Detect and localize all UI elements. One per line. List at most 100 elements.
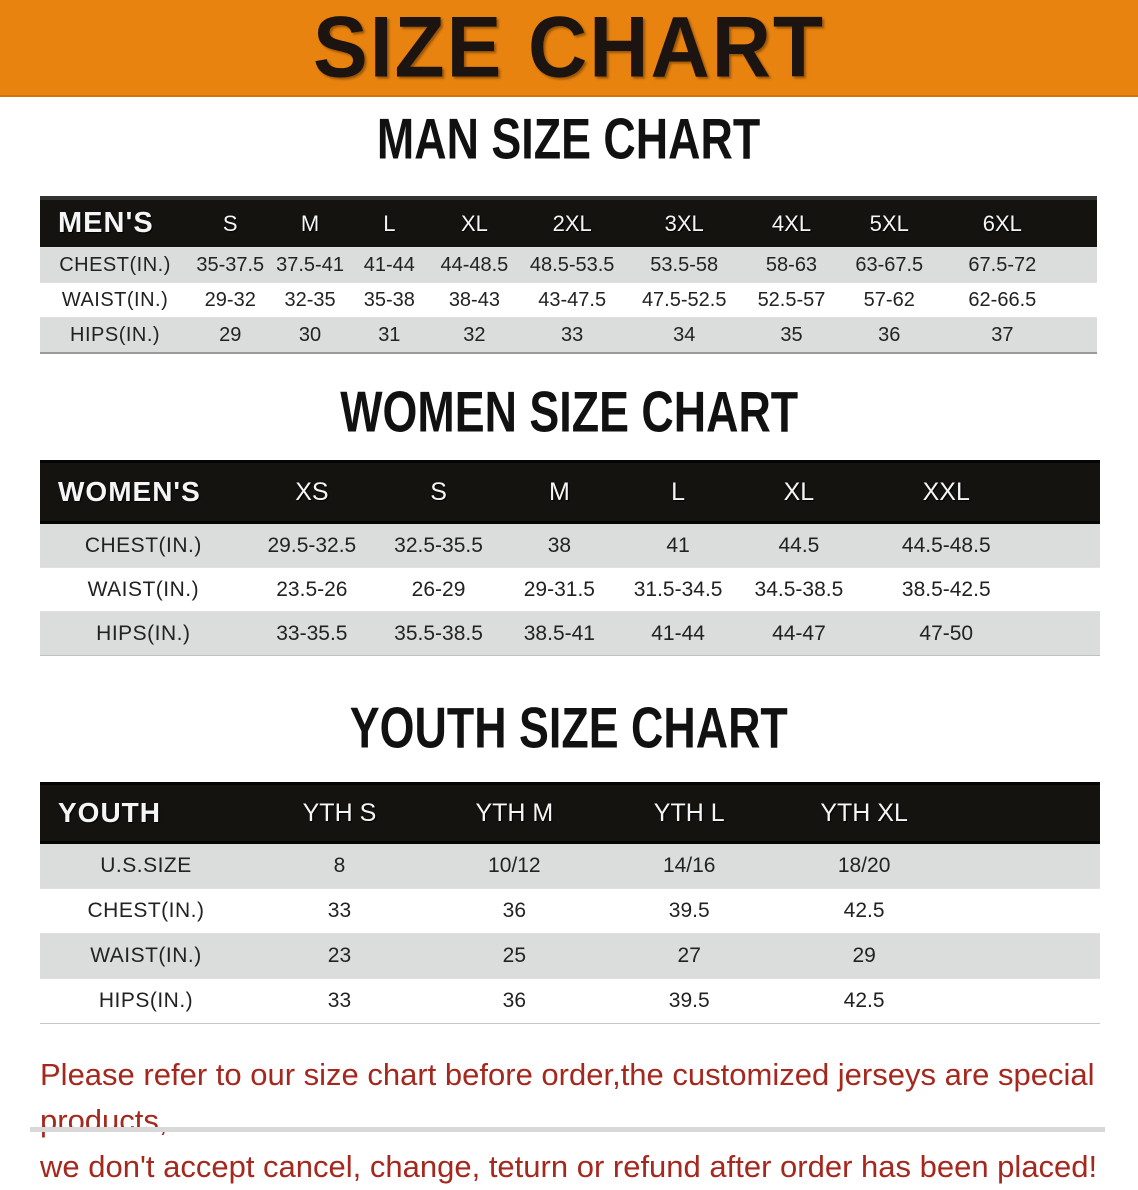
youth-table-label: YOUTH bbox=[40, 783, 252, 843]
measurement-cell: 57-62 bbox=[839, 282, 940, 318]
measurement-cell: 37.5-41 bbox=[270, 247, 350, 283]
men-size-header: L bbox=[349, 198, 429, 248]
youth-ussize-row: U.S.SIZE 8 10/12 14/16 18/20 bbox=[40, 842, 1100, 889]
measurement-cell: 43-47.5 bbox=[519, 282, 625, 318]
order-notice: Please refer to our size chart before or… bbox=[40, 1052, 1108, 1190]
spacer-cell bbox=[951, 933, 1100, 979]
youth-header-row: YOUTH YTH S YTH M YTH L YTH XL bbox=[40, 783, 1100, 843]
measurement-cell: 35-38 bbox=[349, 282, 429, 318]
measurement-cell: 8 bbox=[252, 842, 427, 889]
men-size-header: 6XL bbox=[939, 198, 1066, 248]
women-header-spacer bbox=[1032, 461, 1100, 523]
spacer-cell bbox=[1065, 282, 1097, 318]
measurement-cell: 38.5-41 bbox=[500, 611, 619, 656]
men-section-heading-text: MAN SIZE CHART bbox=[377, 106, 761, 171]
youth-section-heading: YOUTH SIZE CHART bbox=[0, 695, 1138, 760]
spacer-cell bbox=[1065, 317, 1097, 354]
women-size-header: XXL bbox=[860, 461, 1033, 523]
measurement-cell: 38 bbox=[500, 522, 619, 568]
measurement-cell: 36 bbox=[426, 888, 602, 934]
youth-waist-row: WAIST(IN.) 23 25 27 29 bbox=[40, 933, 1100, 979]
youth-header-spacer bbox=[951, 783, 1100, 843]
women-size-header: L bbox=[618, 461, 738, 523]
row-label: CHEST(IN.) bbox=[40, 888, 252, 934]
measurement-cell: 32 bbox=[428, 317, 520, 354]
men-size-header: S bbox=[190, 198, 271, 248]
spacer-cell bbox=[951, 888, 1100, 934]
men-size-header: 4XL bbox=[743, 198, 840, 248]
measurement-cell: 34.5-38.5 bbox=[737, 567, 861, 612]
women-chest-row: CHEST(IN.) 29.5-32.5 32.5-35.5 38 41 44.… bbox=[40, 522, 1100, 568]
row-label: CHEST(IN.) bbox=[40, 247, 191, 283]
measurement-cell: 53.5-58 bbox=[624, 247, 744, 283]
measurement-cell: 33 bbox=[519, 317, 625, 354]
measurement-cell: 41-44 bbox=[349, 247, 429, 283]
youth-size-table: YOUTH YTH S YTH M YTH L YTH XL U.S.SIZE … bbox=[40, 782, 1100, 1024]
row-label: WAIST(IN.) bbox=[40, 282, 191, 318]
youth-size-header: YTH S bbox=[252, 783, 427, 843]
youth-size-header: YTH XL bbox=[776, 783, 952, 843]
youth-hips-row: HIPS(IN.) 33 36 39.5 42.5 bbox=[40, 978, 1100, 1024]
men-size-header: M bbox=[270, 198, 350, 248]
measurement-cell: 33 bbox=[252, 978, 427, 1024]
row-label: HIPS(IN.) bbox=[40, 978, 252, 1024]
men-chest-row: CHEST(IN.) 35-37.5 37.5-41 41-44 44-48.5… bbox=[40, 247, 1097, 283]
women-size-header: M bbox=[500, 461, 619, 523]
men-size-header: 5XL bbox=[839, 198, 940, 248]
measurement-cell: 41 bbox=[618, 522, 738, 568]
measurement-cell: 58-63 bbox=[743, 247, 840, 283]
measurement-cell: 48.5-53.5 bbox=[519, 247, 625, 283]
women-size-header: XL bbox=[737, 461, 861, 523]
women-hips-row: HIPS(IN.) 33-35.5 35.5-38.5 38.5-41 41-4… bbox=[40, 611, 1100, 656]
measurement-cell: 25 bbox=[426, 933, 602, 979]
measurement-cell: 30 bbox=[270, 317, 350, 354]
women-waist-row: WAIST(IN.) 23.5-26 26-29 29-31.5 31.5-34… bbox=[40, 567, 1100, 612]
spacer-cell bbox=[1032, 522, 1100, 568]
measurement-cell: 34 bbox=[624, 317, 744, 354]
measurement-cell: 38.5-42.5 bbox=[860, 567, 1033, 612]
measurement-cell: 32.5-35.5 bbox=[377, 522, 501, 568]
spacer-cell bbox=[1032, 567, 1100, 612]
measurement-cell: 35-37.5 bbox=[190, 247, 271, 283]
men-size-header: XL bbox=[428, 198, 520, 248]
size-chart-banner: SIZE CHART bbox=[0, 0, 1138, 97]
measurement-cell: 38-43 bbox=[428, 282, 520, 318]
measurement-cell: 52.5-57 bbox=[743, 282, 840, 318]
measurement-cell: 36 bbox=[426, 978, 602, 1024]
measurement-cell: 62-66.5 bbox=[939, 282, 1066, 318]
measurement-cell: 18/20 bbox=[776, 842, 952, 889]
measurement-cell: 23 bbox=[252, 933, 427, 979]
men-size-header: 2XL bbox=[519, 198, 625, 248]
measurement-cell: 35.5-38.5 bbox=[377, 611, 501, 656]
men-size-header: 3XL bbox=[624, 198, 744, 248]
women-section-heading: WOMEN SIZE CHART bbox=[0, 383, 1138, 442]
measurement-cell: 42.5 bbox=[776, 978, 952, 1024]
measurement-cell: 44-48.5 bbox=[428, 247, 520, 283]
spacer-cell bbox=[1032, 611, 1100, 656]
row-label: CHEST(IN.) bbox=[40, 522, 247, 568]
youth-section-heading-text: YOUTH SIZE CHART bbox=[349, 695, 789, 760]
youth-size-header: YTH L bbox=[601, 783, 777, 843]
banner-title: SIZE CHART bbox=[313, 0, 825, 95]
measurement-cell: 42.5 bbox=[776, 888, 952, 934]
measurement-cell: 44-47 bbox=[737, 611, 861, 656]
spacer-cell bbox=[951, 978, 1100, 1024]
measurement-cell: 29-32 bbox=[190, 282, 271, 318]
men-size-table: MEN'S S M L XL 2XL 3XL 4XL 5XL 6XL CHEST… bbox=[40, 196, 1097, 354]
women-size-header: XS bbox=[246, 461, 378, 523]
order-notice-line1: Please refer to our size chart before or… bbox=[40, 1057, 1095, 1138]
women-header-row: WOMEN'S XS S M L XL XXL bbox=[40, 461, 1100, 523]
row-label: HIPS(IN.) bbox=[40, 317, 191, 354]
measurement-cell: 29.5-32.5 bbox=[246, 522, 378, 568]
measurement-cell: 31.5-34.5 bbox=[618, 567, 738, 612]
measurement-cell: 29-31.5 bbox=[500, 567, 619, 612]
measurement-cell: 23.5-26 bbox=[246, 567, 378, 612]
spacer-cell bbox=[1065, 247, 1097, 283]
women-size-table: WOMEN'S XS S M L XL XXL CHEST(IN.) 29.5-… bbox=[40, 460, 1100, 656]
women-size-header: S bbox=[377, 461, 501, 523]
measurement-cell: 32-35 bbox=[270, 282, 350, 318]
measurement-cell: 41-44 bbox=[618, 611, 738, 656]
men-section-heading: MAN SIZE CHART bbox=[0, 106, 1138, 171]
measurement-cell: 67.5-72 bbox=[939, 247, 1066, 283]
youth-chest-row: CHEST(IN.) 33 36 39.5 42.5 bbox=[40, 888, 1100, 934]
